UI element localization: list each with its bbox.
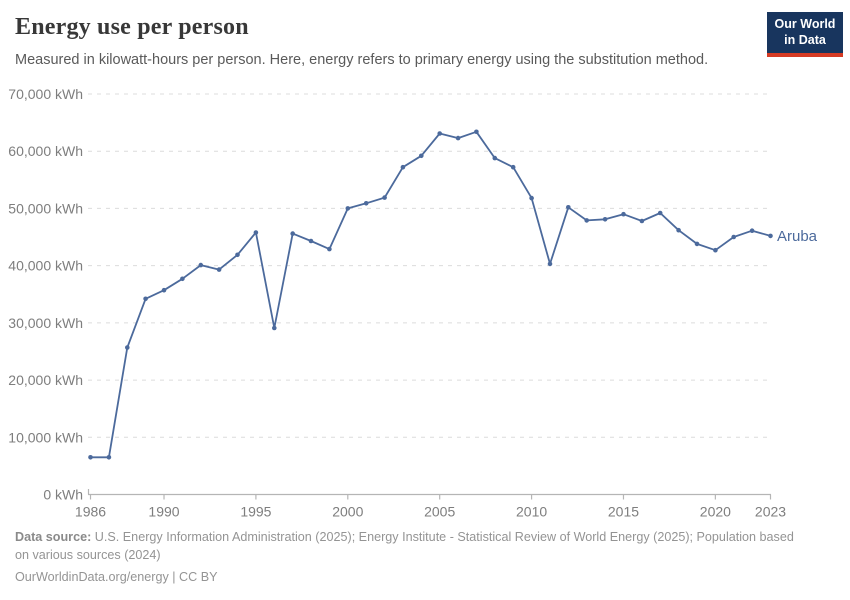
x-tick-label: 2005 xyxy=(424,504,455,520)
data-point[interactable] xyxy=(125,345,130,350)
data-source-line: Data source: U.S. Energy Information Adm… xyxy=(15,529,797,565)
y-tick-label: 30,000 kWh xyxy=(8,315,83,331)
data-point[interactable] xyxy=(382,195,387,200)
data-point[interactable] xyxy=(437,131,443,136)
x-tick-label: 2023 xyxy=(755,504,786,520)
y-tick-label: 0 kWh xyxy=(43,487,83,503)
data-point[interactable] xyxy=(584,218,589,223)
entity-label-aruba[interactable]: Aruba xyxy=(777,228,818,245)
x-tick-label: 1995 xyxy=(240,504,271,520)
data-point[interactable] xyxy=(455,135,461,141)
data-point[interactable] xyxy=(235,252,240,258)
data-point[interactable] xyxy=(216,267,222,272)
x-tick-label: 2000 xyxy=(332,504,363,520)
data-point[interactable] xyxy=(602,217,608,222)
data-point[interactable] xyxy=(492,155,498,161)
x-tick-label: 2015 xyxy=(608,504,639,520)
x-tick-label: 1986 xyxy=(75,504,106,520)
data-point[interactable] xyxy=(749,228,755,233)
chart-subtitle: Measured in kilowatt-hours per person. H… xyxy=(15,52,709,68)
data-point[interactable] xyxy=(180,276,185,282)
owid-logo[interactable]: Our World in Data xyxy=(767,12,843,57)
data-point[interactable] xyxy=(327,246,332,252)
data-point[interactable] xyxy=(510,164,516,170)
data-point[interactable] xyxy=(400,164,406,170)
x-tick-label: 2010 xyxy=(516,504,547,520)
data-source-text: U.S. Energy Information Administration (… xyxy=(15,530,794,562)
data-point[interactable] xyxy=(308,238,314,244)
y-tick-label: 70,000 kWh xyxy=(8,86,83,102)
data-point[interactable] xyxy=(419,153,424,159)
owid-logo-line1: Our World xyxy=(774,17,836,32)
data-point[interactable] xyxy=(768,233,773,239)
data-point[interactable] xyxy=(621,211,626,217)
y-tick-label: 20,000 kWh xyxy=(8,372,83,388)
chart-footer: Data source: U.S. Energy Information Adm… xyxy=(15,529,797,587)
data-point[interactable] xyxy=(731,234,736,240)
x-tick-label: 2020 xyxy=(700,504,731,520)
data-point[interactable] xyxy=(529,195,534,201)
y-tick-label: 50,000 kWh xyxy=(8,200,83,216)
data-source-label: Data source: xyxy=(15,530,92,544)
data-point[interactable] xyxy=(639,218,645,224)
page-title: Energy use per person xyxy=(15,14,249,40)
data-point[interactable] xyxy=(106,455,112,460)
data-point[interactable] xyxy=(676,227,681,233)
data-point[interactable] xyxy=(253,230,259,235)
data-point[interactable] xyxy=(694,241,700,247)
y-tick-label: 60,000 kWh xyxy=(8,143,83,159)
y-tick-label: 40,000 kWh xyxy=(8,258,83,274)
data-point[interactable] xyxy=(88,455,93,460)
data-point[interactable] xyxy=(161,287,167,293)
series-line-aruba[interactable] xyxy=(89,130,772,459)
data-point[interactable] xyxy=(290,231,296,236)
license-line[interactable]: OurWorldinData.org/energy | CC BY xyxy=(15,569,218,584)
data-point[interactable] xyxy=(474,129,479,135)
x-tick-label: 1990 xyxy=(148,504,179,520)
data-point[interactable] xyxy=(143,296,148,302)
data-point[interactable] xyxy=(566,205,571,210)
data-point[interactable] xyxy=(345,206,351,211)
data-point[interactable] xyxy=(713,247,718,253)
data-point[interactable] xyxy=(363,201,369,206)
data-point[interactable] xyxy=(547,261,553,267)
y-tick-label: 10,000 kWh xyxy=(8,429,83,445)
data-point[interactable] xyxy=(272,325,277,331)
owid-logo-line2: in Data xyxy=(784,32,826,47)
data-point[interactable] xyxy=(198,262,204,268)
data-point[interactable] xyxy=(657,210,663,216)
